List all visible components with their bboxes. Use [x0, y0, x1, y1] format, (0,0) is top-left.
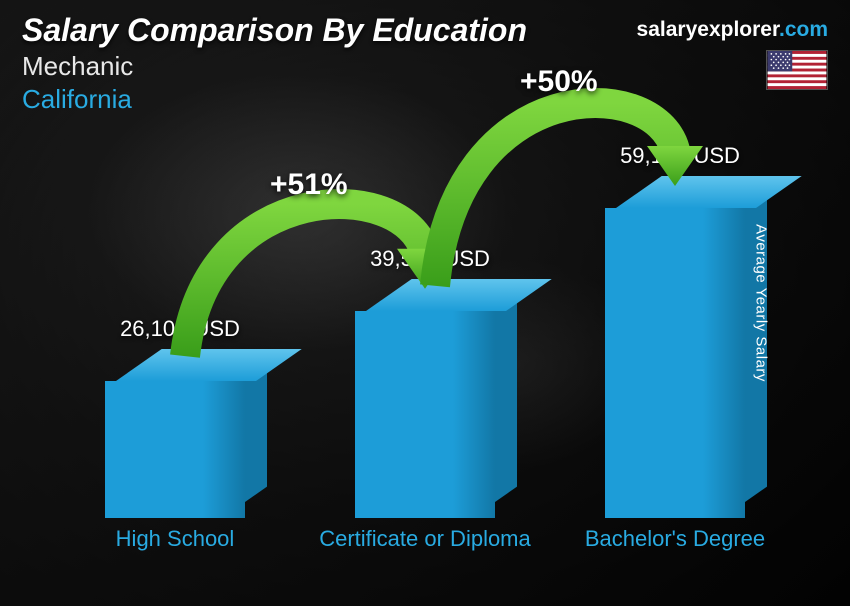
increase-arc-0	[185, 204, 425, 356]
y-axis-label: Average Yearly Salary	[753, 224, 770, 382]
chart-subtitle-job: Mechanic	[22, 51, 828, 82]
brand-main: salaryexplorer	[637, 18, 779, 41]
chart-subtitle-location: California	[22, 84, 828, 115]
brand-logo: salaryexplorer.com	[637, 18, 828, 42]
country-flag-icon	[766, 50, 828, 90]
increase-arc-1	[435, 103, 675, 286]
increase-arrows	[40, 88, 790, 578]
increase-percent-label-0: +51%	[270, 168, 348, 202]
brand-suffix: .com	[779, 18, 828, 41]
bar-chart: 26,100 USDHigh School39,500 USDCertifica…	[40, 138, 790, 578]
increase-arrowhead-1	[647, 146, 703, 186]
